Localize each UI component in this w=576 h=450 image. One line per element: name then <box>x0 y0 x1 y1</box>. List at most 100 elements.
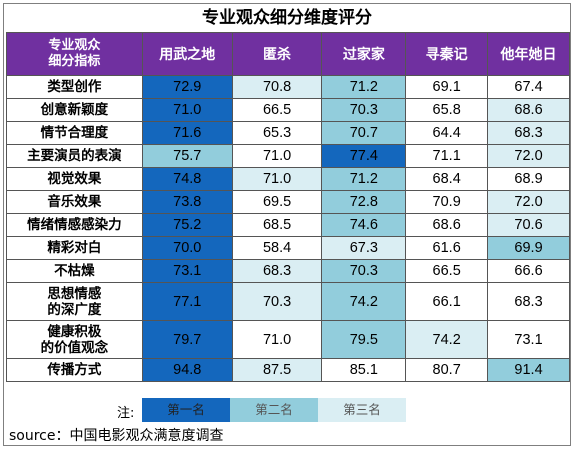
score-cell: 58.4 <box>231 236 323 260</box>
column-header: 他年她日 <box>487 32 570 76</box>
score-cell: 69.5 <box>231 190 323 214</box>
score-cell: 72.8 <box>321 190 407 214</box>
row-label: 传播方式 <box>6 358 143 382</box>
score-cell: 77.1 <box>141 282 233 321</box>
score-cell: 66.1 <box>405 282 489 321</box>
column-header: 匿杀 <box>231 32 323 76</box>
corner-header: 专业观众细分指标 <box>6 32 143 76</box>
legend: 注: 第一名 第二名 第三名 <box>4 398 570 422</box>
table-row: 主要演员的表演 75.7 71.0 77.4 71.1 72.0 <box>6 144 570 168</box>
legend-second: 第二名 <box>230 398 318 422</box>
score-cell: 72.0 <box>487 144 570 168</box>
score-cell: 71.2 <box>321 167 407 191</box>
row-label: 思想情感 的深广度 <box>6 282 143 321</box>
table-row: 传播方式 94.8 87.5 85.1 80.7 91.4 <box>6 358 570 382</box>
score-cell: 71.0 <box>231 167 323 191</box>
score-cell: 68.3 <box>487 282 570 321</box>
table-row: 健康积极 的价值观念 79.7 71.0 79.5 74.2 73.1 <box>6 320 570 359</box>
score-cell: 65.3 <box>231 121 323 145</box>
score-cell: 70.3 <box>231 282 323 321</box>
score-cell: 87.5 <box>231 358 323 382</box>
table-row: 情绪情感感染力 75.2 68.5 74.6 68.6 70.6 <box>6 213 570 237</box>
score-cell: 64.4 <box>405 121 489 145</box>
table-row: 精彩对白 70.0 58.4 67.3 61.6 69.9 <box>6 236 570 260</box>
score-cell: 72.9 <box>141 75 233 99</box>
score-cell: 73.1 <box>141 259 233 283</box>
column-header: 过家家 <box>321 32 407 76</box>
score-cell: 61.6 <box>405 236 489 260</box>
source-note: source：中国电影观众满意度调查 <box>9 428 224 444</box>
legend-note: 注: <box>117 406 135 421</box>
score-cell: 74.2 <box>405 320 489 359</box>
score-cell: 79.5 <box>321 320 407 359</box>
score-cell: 67.4 <box>487 75 570 99</box>
score-cell: 73.8 <box>141 190 233 214</box>
row-label: 精彩对白 <box>6 236 143 260</box>
score-cell: 66.5 <box>231 98 323 122</box>
score-cell: 85.1 <box>321 358 407 382</box>
corner-header-text: 专业观众细分指标 <box>48 38 101 69</box>
score-cell: 68.3 <box>231 259 323 283</box>
table-row: 类型创作 72.9 70.8 71.2 69.1 67.4 <box>6 75 570 99</box>
column-header: 寻秦记 <box>405 32 489 76</box>
legend-first: 第一名 <box>142 398 230 422</box>
score-cell: 68.4 <box>405 167 489 191</box>
score-cell: 73.1 <box>487 320 570 359</box>
row-label: 情节合理度 <box>6 121 143 145</box>
score-cell: 68.3 <box>487 121 570 145</box>
chart-frame: 专业观众细分维度评分 专业观众细分指标 用武之地 匿杀 过家家 寻秦记 他年她日… <box>3 3 571 446</box>
score-cell: 68.6 <box>405 213 489 237</box>
score-cell: 67.3 <box>321 236 407 260</box>
score-cell: 71.1 <box>405 144 489 168</box>
table-row: 音乐效果 73.8 69.5 72.8 70.9 72.0 <box>6 190 570 214</box>
score-cell: 71.0 <box>231 320 323 359</box>
score-cell: 79.7 <box>141 320 233 359</box>
row-label: 类型创作 <box>6 75 143 99</box>
row-label: 视觉效果 <box>6 167 143 191</box>
score-cell: 74.8 <box>141 167 233 191</box>
table-row: 视觉效果 74.8 71.0 71.2 68.4 68.9 <box>6 167 570 191</box>
score-cell: 74.2 <box>321 282 407 321</box>
score-cell: 65.8 <box>405 98 489 122</box>
legend-third: 第三名 <box>318 398 406 422</box>
score-cell: 69.9 <box>487 236 570 260</box>
score-cell: 70.8 <box>231 75 323 99</box>
row-label: 情绪情感感染力 <box>6 213 143 237</box>
score-cell: 69.1 <box>405 75 489 99</box>
score-cell: 68.5 <box>231 213 323 237</box>
score-cell: 66.5 <box>405 259 489 283</box>
score-cell: 94.8 <box>141 358 233 382</box>
score-cell: 71.0 <box>231 144 323 168</box>
table-row: 创意新颖度 71.0 66.5 70.3 65.8 68.6 <box>6 98 570 122</box>
table-row: 不枯燥 73.1 68.3 70.3 66.5 66.6 <box>6 259 570 283</box>
score-cell: 71.0 <box>141 98 233 122</box>
score-cell: 75.7 <box>141 144 233 168</box>
chart-title: 专业观众细分维度评分 <box>202 8 372 28</box>
score-cell: 71.2 <box>321 75 407 99</box>
score-cell: 77.4 <box>321 144 407 168</box>
score-cell: 66.6 <box>487 259 570 283</box>
score-cell: 91.4 <box>487 358 570 382</box>
table-body: 类型创作 72.9 70.8 71.2 69.1 67.4 创意新颖度 71.0 66.5 70.… <box>6 75 570 382</box>
score-cell: 80.7 <box>405 358 489 382</box>
score-table: 专业观众细分指标 用武之地 匿杀 过家家 寻秦记 他年她日 类型创作 72.9 70… <box>6 32 570 382</box>
column-header: 用武之地 <box>141 32 233 76</box>
score-cell: 68.9 <box>487 167 570 191</box>
score-cell: 71.6 <box>141 121 233 145</box>
row-label: 健康积极 的价值观念 <box>6 320 143 359</box>
row-label: 主要演员的表演 <box>6 144 143 168</box>
score-cell: 70.7 <box>321 121 407 145</box>
row-label: 音乐效果 <box>6 190 143 214</box>
table-row: 情节合理度 71.6 65.3 70.7 64.4 68.3 <box>6 121 570 145</box>
score-cell: 68.6 <box>487 98 570 122</box>
score-cell: 70.9 <box>405 190 489 214</box>
row-label: 创意新颖度 <box>6 98 143 122</box>
row-label: 不枯燥 <box>6 259 143 283</box>
score-cell: 70.3 <box>321 259 407 283</box>
header-row: 专业观众细分指标 用武之地 匿杀 过家家 寻秦记 他年她日 <box>6 32 570 76</box>
score-cell: 75.2 <box>141 213 233 237</box>
score-cell: 70.3 <box>321 98 407 122</box>
score-cell: 70.0 <box>141 236 233 260</box>
score-cell: 70.6 <box>487 213 570 237</box>
score-cell: 74.6 <box>321 213 407 237</box>
